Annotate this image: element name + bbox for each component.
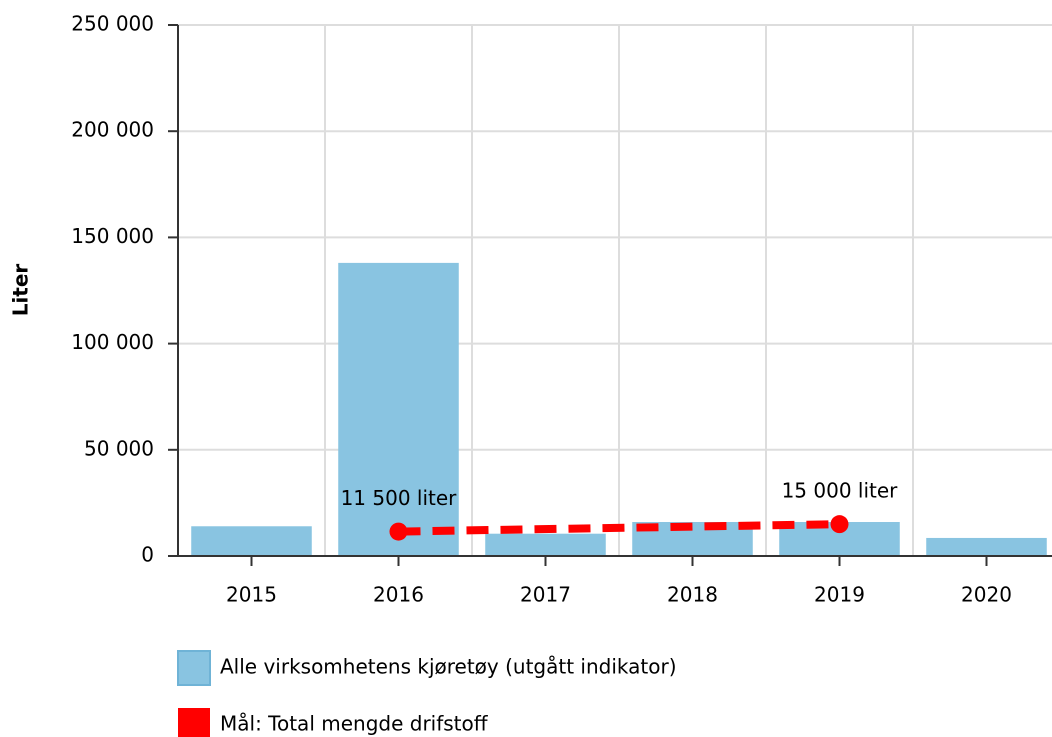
bar — [191, 526, 312, 556]
bar — [338, 262, 459, 556]
x-tick-label: 2015 — [226, 583, 277, 607]
point — [830, 515, 849, 534]
data-label: 15 000 liter — [782, 479, 899, 503]
y-tick-label: 250 000 — [71, 12, 154, 36]
bar — [926, 537, 1047, 556]
x-tick-label: 2019 — [814, 583, 865, 607]
x-tick-label: 2018 — [667, 583, 718, 607]
line — [398, 520, 840, 536]
data-label: 11 500 liter — [341, 486, 458, 510]
y-axis-label: Liter — [9, 264, 33, 317]
x-tick-label: 2020 — [961, 583, 1012, 607]
legend-swatch — [178, 708, 210, 737]
legend-swatch — [177, 650, 211, 686]
y-tick-label: 150 000 — [71, 224, 154, 248]
y-tick-label: 0 — [141, 543, 154, 567]
legend-label: Alle virksomhetens kjøretøy (utgått indi… — [220, 655, 677, 679]
x-tick-label: 2017 — [520, 583, 571, 607]
bar — [485, 533, 606, 556]
legend-label: Mål: Total mengde drifstoff — [220, 712, 489, 736]
y-tick-label: 50 000 — [84, 436, 154, 460]
y-tick-label: 200 000 — [71, 118, 154, 142]
point — [389, 522, 408, 541]
y-tick-label: 100 000 — [71, 330, 154, 354]
x-tick-label: 2016 — [373, 583, 424, 607]
